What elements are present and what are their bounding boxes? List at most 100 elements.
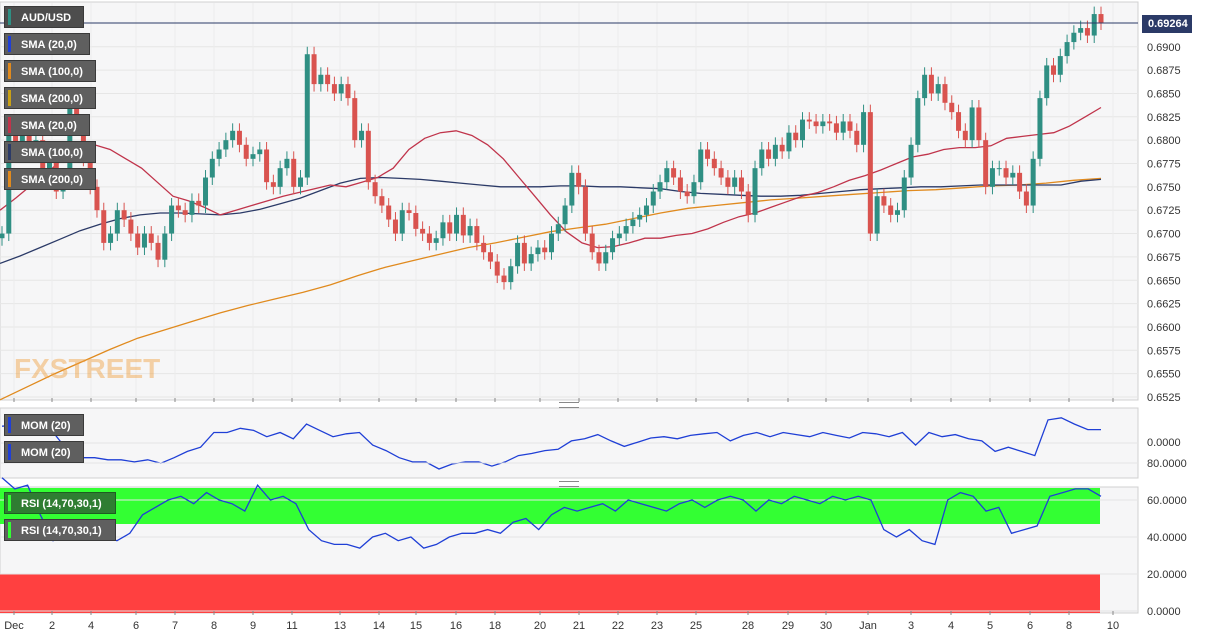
legend-mom[interactable]: MOM (20) [4,414,84,436]
legend-sma200[interactable]: SMA (200,0) [4,87,96,109]
candle-body [827,121,833,124]
sma100-b-swatch [8,144,11,160]
price-tick-label: 0.6800 [1147,135,1181,147]
candle-body [535,247,541,255]
candle-body [569,172,575,206]
candle-body [392,219,398,234]
rsi-axis: 0.0000 20.0000 40.0000 60.0000 80.0000 [1147,458,1187,618]
price-tick-label: 0.6825 [1147,112,1181,124]
candle-body [847,121,853,131]
sma20-label: SMA (20,0) [21,39,77,51]
candle-body [311,54,317,85]
candle-body [800,119,806,141]
legend-sma100[interactable]: SMA (100,0) [4,60,96,82]
candle-body [576,172,582,187]
candle-body [467,226,473,236]
mom-label: MOM (20) [21,420,71,432]
date-tick-label: Dec [4,620,24,632]
legend-sma200-b[interactable]: SMA (200,0) [4,168,96,190]
sma200-b-label: SMA (200,0) [21,174,83,186]
candle-body [582,186,588,234]
legend-sma100-b[interactable]: SMA (100,0) [4,141,96,163]
candle-body [664,168,670,183]
candle-body [1017,172,1023,192]
candle-body [779,144,785,152]
legend-rsi[interactable]: RSI (14,70,30,1) [4,492,116,514]
candle-body [888,205,894,215]
price-tick-label: 0.6700 [1147,229,1181,241]
candle-body [528,254,534,264]
price-tick-label: 0.6675 [1147,252,1181,264]
candle-body [101,210,107,243]
candle-body [793,132,799,141]
candle-body [840,121,846,133]
price-tick-label: 0.6775 [1147,159,1181,171]
price-tick-label: 0.6725 [1147,205,1181,217]
date-tick-label: 22 [612,620,624,632]
candle-body [447,222,453,234]
candle-body [1091,14,1097,36]
legend-sma20-b[interactable]: SMA (20,0) [4,114,90,136]
candle-body [833,123,839,133]
candle-body [19,128,25,150]
symbol-label[interactable]: AUD/USD [4,6,84,28]
legend-sma20[interactable]: SMA (20,0) [4,33,90,55]
panel-resize-handle-2[interactable] [559,481,579,487]
price-tick-label: 0.6625 [1147,299,1181,311]
candle-body [121,210,127,220]
date-tick-label: 13 [334,620,346,632]
candle-body [426,233,432,243]
rsi-tick-label: 0.0000 [1147,606,1181,618]
date-tick-label: 23 [651,620,663,632]
candle-body [26,128,32,145]
candle-body [264,149,270,183]
candle-body [128,219,134,234]
candle-body [956,112,962,131]
candle-body [643,205,649,215]
date-tick-label: 20 [534,620,546,632]
date-tick-label: 8 [211,620,217,632]
date-axis: Dec 2 4 6 7 8 9 11 13 14 15 16 18 20 21 22 23 25 28 29 30 Jan… [4,398,1119,632]
candle-body [942,84,948,103]
rsi-b-swatch [8,522,11,538]
candle-body [949,102,955,113]
candle-body [908,144,914,178]
candle-body [74,102,80,122]
rsi-swatch [8,495,11,511]
candle-body [684,191,690,197]
price-tick-label: 0.6600 [1147,322,1181,334]
candle-body [304,54,310,178]
date-tick-label: 29 [782,620,794,632]
date-tick-label: 6 [1027,620,1033,632]
date-tick-label: 10 [1107,620,1119,632]
date-tick-label: 30 [820,620,832,632]
candle-body [413,213,419,229]
candle-body [603,252,609,264]
rsi-tick-label: 80.0000 [1147,458,1187,470]
mom-b-label: MOM (20) [21,447,71,459]
candle-body [820,121,826,127]
candle-body [928,74,934,94]
candle-body [331,84,337,94]
candle-body [630,219,636,227]
sma200-b-swatch [8,171,11,187]
candle-body [108,233,114,243]
candle-body [1084,28,1090,36]
candle-body [996,168,1002,170]
momentum-zero-tick: 0.0000 [1147,437,1181,449]
candle-body [1064,42,1070,57]
candle-body [562,205,568,225]
candle-body [284,158,290,169]
candle-body [135,233,141,248]
date-tick-label: 4 [88,620,94,632]
legend-rsi-b[interactable]: RSI (14,70,30,1) [4,519,116,541]
candle-body [738,177,744,192]
legend-mom-b[interactable]: MOM (20) [4,441,84,463]
candle-body [236,130,242,145]
last-price-tag: 0.69264 [1142,15,1192,33]
panel-resize-handle-1[interactable] [559,402,579,408]
candle-body [962,130,968,141]
price-tick-label: 0.6875 [1147,65,1181,77]
candle-body [976,107,982,141]
